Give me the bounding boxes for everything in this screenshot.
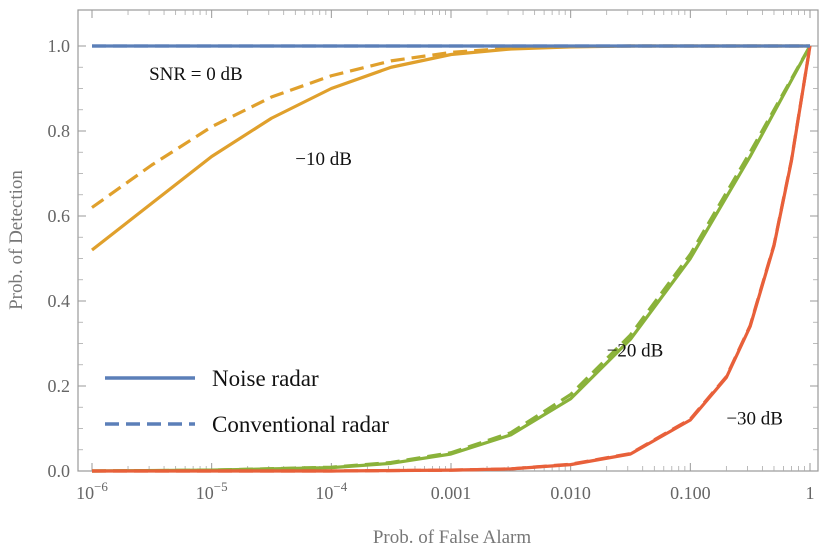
y-tick-label: 0.2: [48, 376, 71, 396]
axis-ticks: 10−6 10−5 10−4 0.001 0.010 0.100 1 0.0 0.2 0.4 0.6…: [48, 10, 818, 503]
x-tick-label: 10−5: [196, 479, 228, 503]
series-line-conventional-5: [91, 45, 812, 473]
curve-annotation: −10 dB: [295, 149, 352, 170]
series-group: [91, 44, 812, 473]
x-tick-label: 0.100: [670, 483, 711, 503]
x-tick-label: 10−4: [315, 479, 347, 503]
series-line-conventional-7: [92, 45, 812, 473]
y-tick-label: 0.4: [48, 291, 71, 311]
curve-annotation: −30 dB: [726, 408, 783, 429]
y-tick-label: 0.0: [48, 461, 71, 481]
x-axis-title: Prob. of False Alarm: [373, 527, 532, 548]
curve-annotation: SNR = 0 dB: [149, 64, 243, 85]
legend-label: Noise radar: [212, 366, 319, 391]
legend-label: Conventional radar: [212, 412, 389, 437]
y-axis-title: Prob. of Detection: [6, 170, 27, 310]
x-tick-label: 1: [806, 483, 815, 503]
curve-annotation: −20 dB: [607, 340, 664, 361]
series-line-noise-6: [92, 45, 812, 473]
annotations: SNR = 0 dB −10 dB −20 dB −30 dB: [149, 64, 783, 429]
y-tick-label: 0.8: [48, 121, 71, 141]
x-tick-label: 10−6: [76, 479, 108, 503]
legend: Noise radar Conventional radar: [105, 366, 389, 437]
y-tick-label: 0.6: [48, 206, 71, 226]
x-tick-label: 0.010: [550, 483, 591, 503]
x-tick-label: 0.001: [431, 483, 472, 503]
y-tick-label: 1.0: [48, 36, 71, 56]
